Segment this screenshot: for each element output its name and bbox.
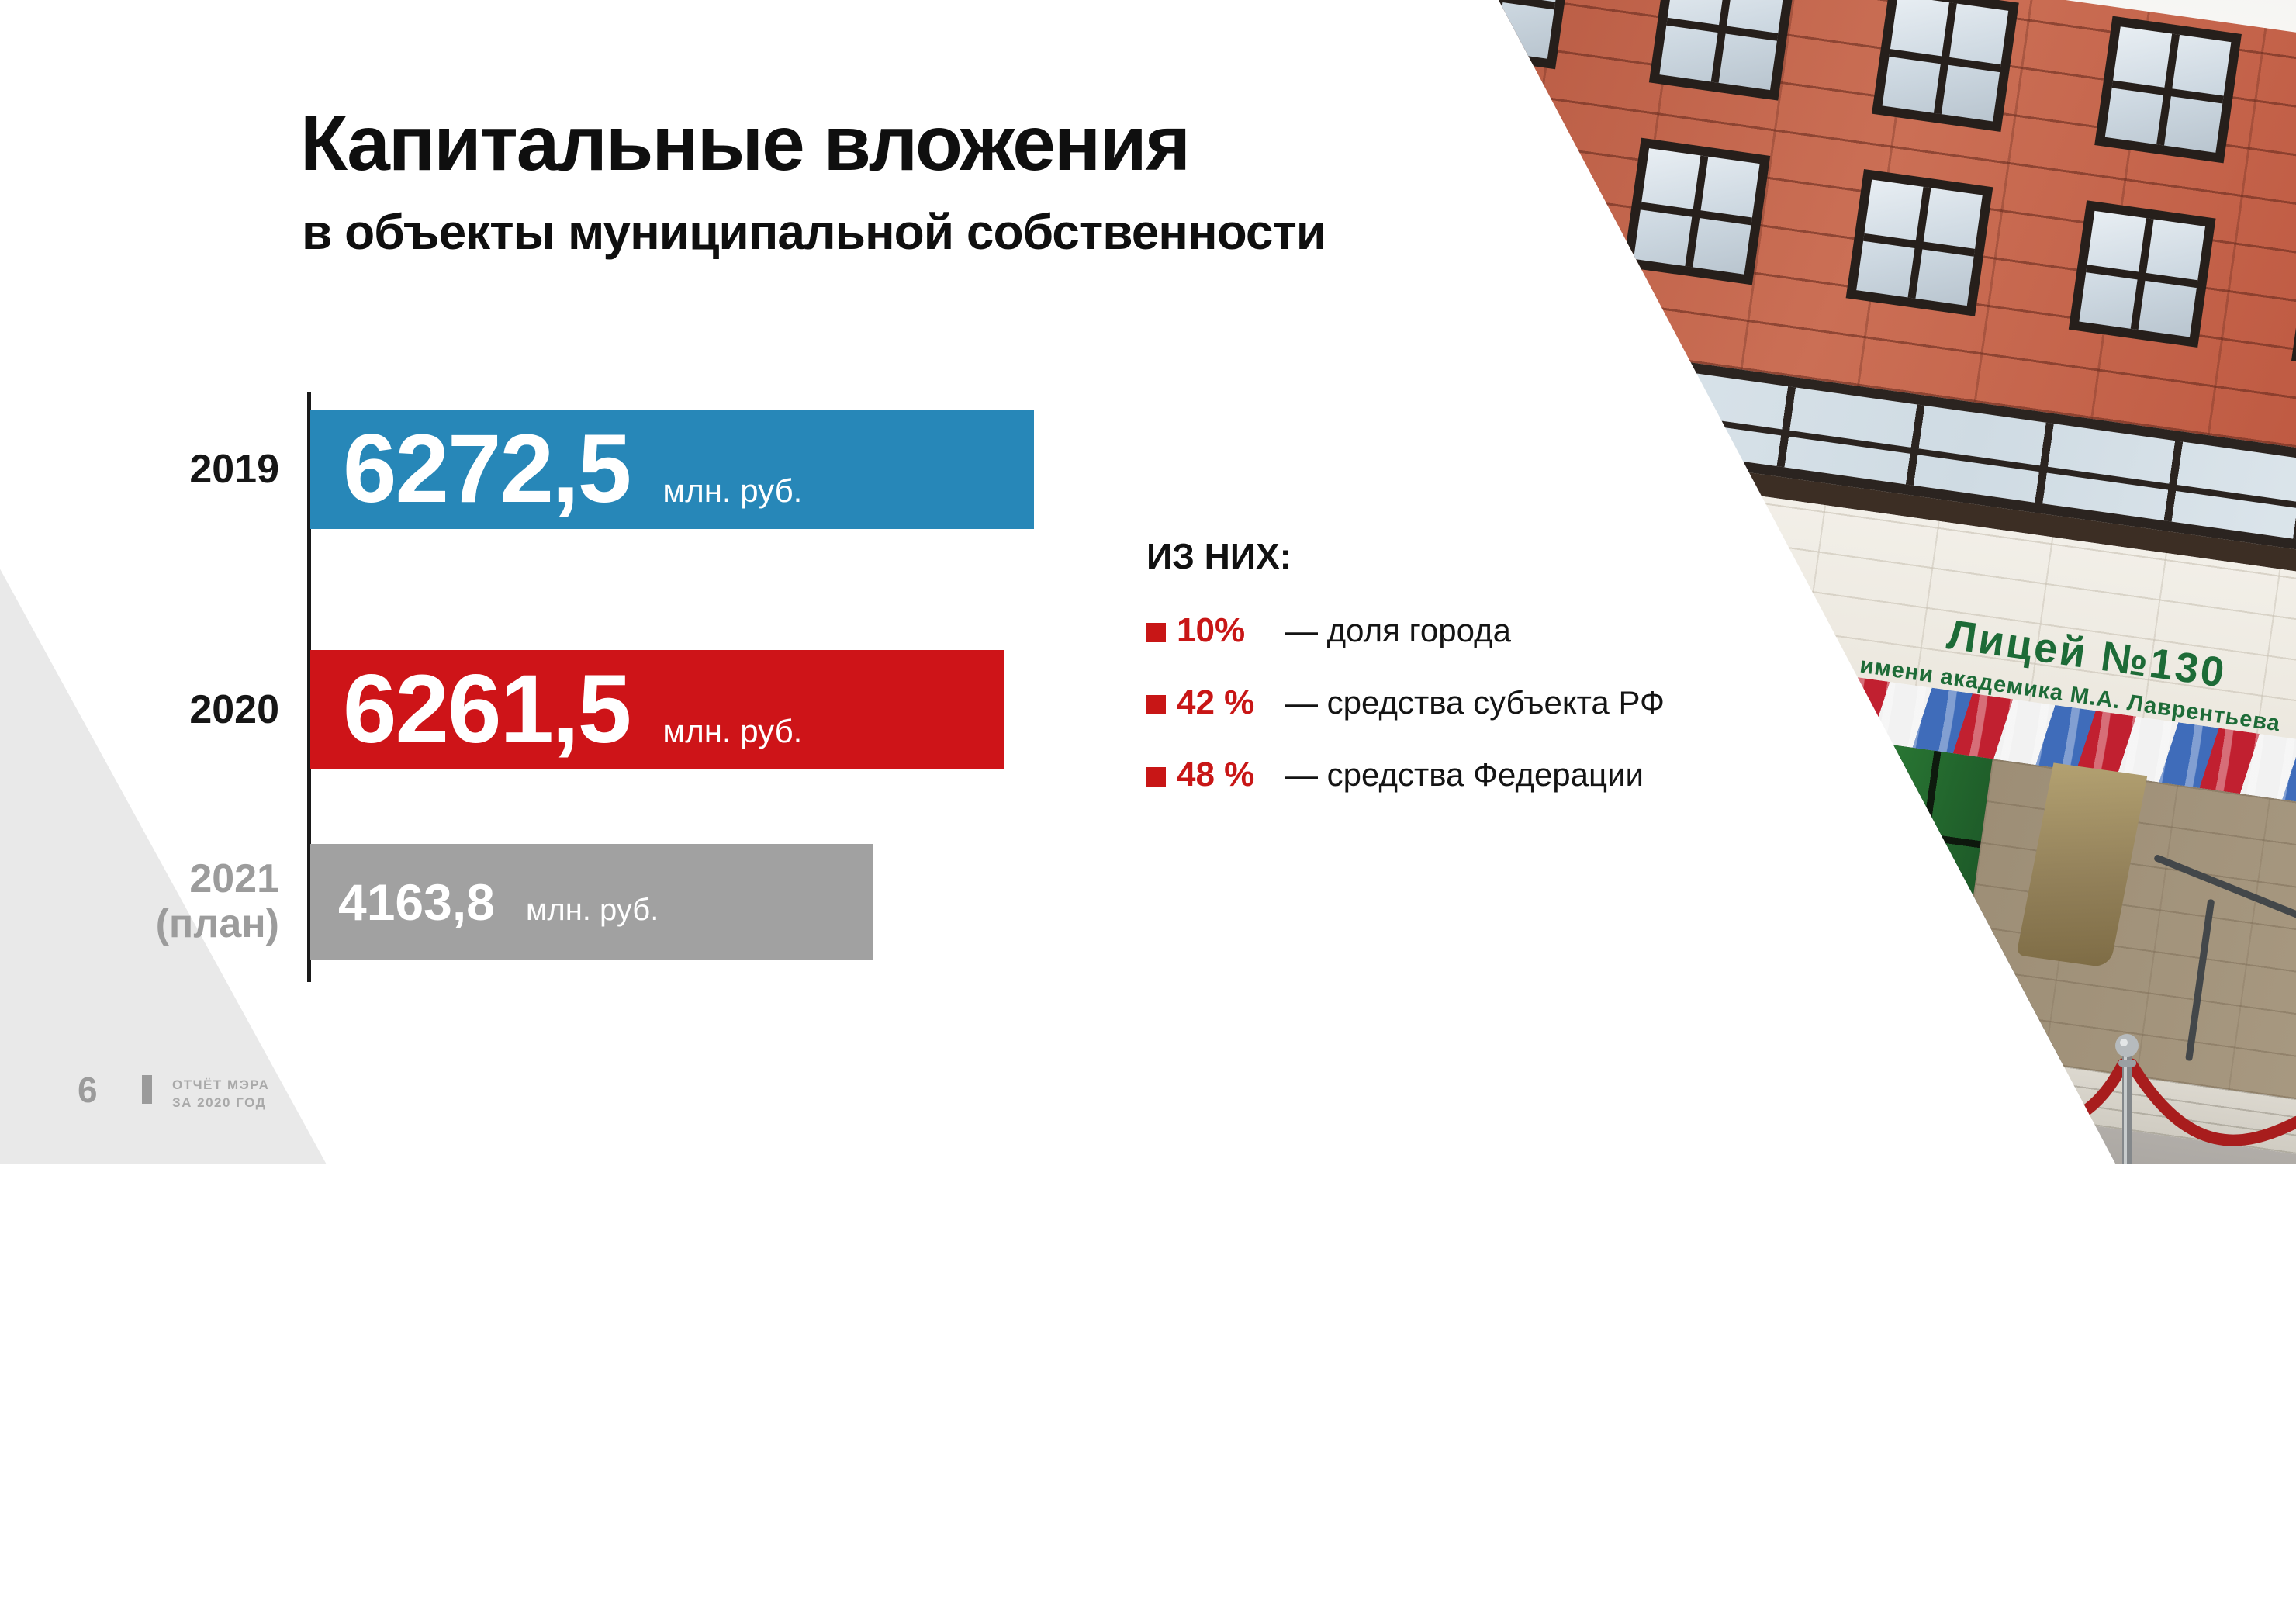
legend-label: — доля города (1285, 612, 1511, 648)
legend-value: 48 % (1177, 756, 1255, 794)
legend-item-city-share: 10% — доля города (1146, 608, 1511, 653)
red-square-bullet-icon (1146, 622, 1166, 642)
window (1845, 168, 1993, 316)
legend-item-region-funds: 42 % — средства субъекта РФ (1146, 680, 1665, 725)
chart-axis-line (307, 392, 311, 982)
footer-line-2: ЗА 2020 ГОД (172, 1095, 267, 1111)
year-label-2020: 2020 (0, 650, 279, 769)
year-text: 2019 (189, 446, 279, 492)
slide-title: Капитальные вложения (300, 100, 1191, 187)
footer-line-1: ОТЧЁТ МЭРА (172, 1077, 270, 1092)
bar-value: 4163,8 (338, 873, 495, 931)
window (2068, 200, 2216, 348)
year-note: (план) (155, 901, 279, 946)
legend-label: — средства Федерации (1285, 756, 1644, 793)
window (1498, 0, 1574, 70)
slide-subtitle: в объекты муниципальной собственности (302, 204, 1326, 260)
red-rope-right (2125, 1058, 2296, 1146)
year-label-2021-plan: 2021 (план) (0, 842, 279, 960)
bar-2019: 6272,5 млн. руб. (310, 410, 1034, 529)
page-number: 6 (78, 1070, 98, 1110)
legend-item-federal-funds: 48 % — средства Федерации (1146, 752, 1644, 797)
rope-barrier (1972, 1034, 2296, 1164)
window (2094, 16, 2242, 164)
window (1623, 137, 1771, 285)
footer-report-label: ОТЧЁТ МЭРА ЗА 2020 ГОД (172, 1076, 269, 1112)
year-text: 2020 (189, 686, 279, 732)
legend-label: — средства субъекта РФ (1285, 684, 1665, 721)
year-label-2019: 2019 (0, 410, 279, 529)
footer-divider (142, 1075, 152, 1104)
window (1498, 106, 1548, 254)
red-square-bullet-icon (1146, 694, 1166, 714)
window (2291, 231, 2296, 379)
legend-value: 10% (1177, 611, 1246, 649)
window (1872, 0, 2019, 133)
stanchion-collar (2118, 1060, 2136, 1067)
green-glass-panels (1598, 709, 1993, 1051)
bar-unit: млн. руб. (525, 893, 659, 927)
bar-unit: млн. руб. (662, 472, 803, 509)
stanchion-ball (2115, 1034, 2139, 1057)
window (1648, 0, 1796, 101)
bar-2020: 6261,5 млн. руб. (310, 650, 1004, 769)
bar-value: 6272,5 (343, 415, 631, 523)
stanchion-pole (2122, 1055, 2132, 1164)
stanchion-pole-highlight (2124, 1055, 2127, 1164)
bar-2021-plan: 4163,8 млн. руб. (310, 844, 873, 960)
legend-value: 42 % (1177, 683, 1255, 721)
legend-title: ИЗ НИХ: (1146, 536, 1292, 576)
red-rope-left (1972, 1058, 2129, 1131)
year-text: 2021 (189, 856, 279, 901)
bar-unit: млн. руб. (662, 713, 803, 749)
building-facade: Лицей №130 имени академика М.А. Лавренть… (1498, 0, 2296, 1164)
bar-value: 6261,5 (343, 655, 631, 763)
red-square-bullet-icon (1146, 766, 1166, 787)
stanchion-ball-highlight (2120, 1039, 2128, 1046)
